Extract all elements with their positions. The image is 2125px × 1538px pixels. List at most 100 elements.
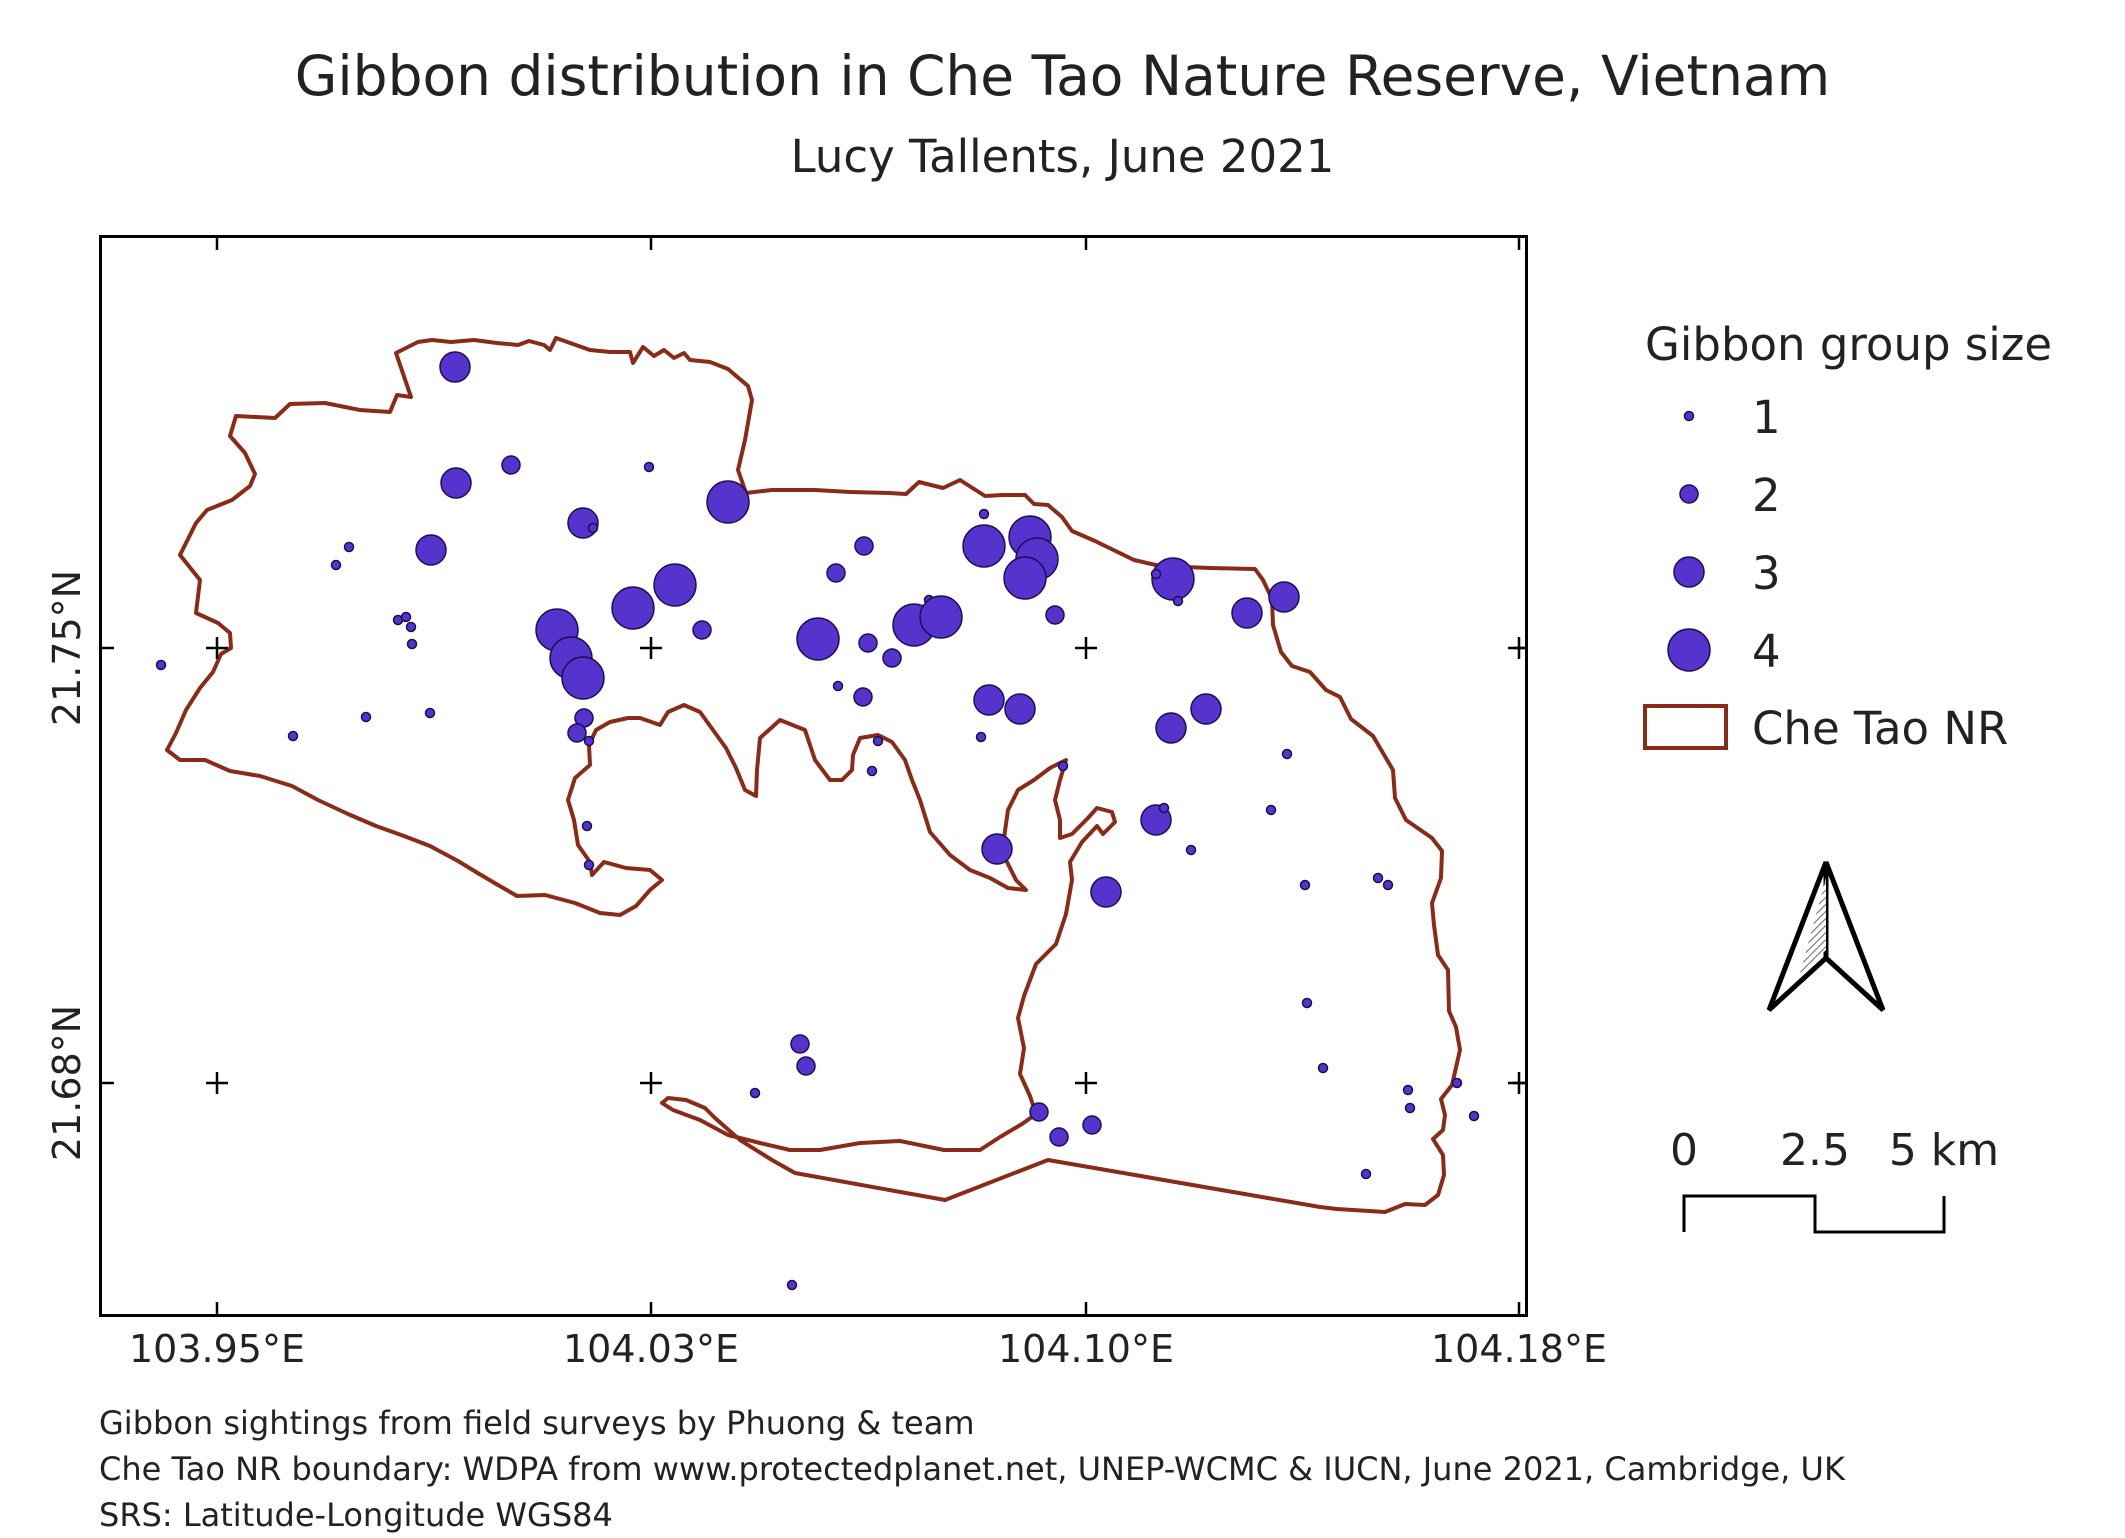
gibbon-sighting-point bbox=[786, 1279, 798, 1291]
scale-label-0: 0 bbox=[1670, 1125, 1698, 1176]
gibbon-sighting-point bbox=[1360, 1168, 1372, 1180]
gibbon-sighting-point bbox=[611, 586, 655, 630]
legend-label-size-4: 4 bbox=[1752, 625, 1781, 678]
legend-symbol-size-1 bbox=[1683, 410, 1695, 422]
gibbon-sighting-point bbox=[1372, 872, 1384, 884]
graticule-cross bbox=[1075, 1072, 1097, 1094]
gibbon-sighting-point bbox=[583, 859, 595, 871]
gibbon-sighting-point bbox=[1158, 802, 1170, 814]
graticule-cross bbox=[1075, 637, 1097, 659]
gibbon-sighting-point bbox=[581, 820, 593, 832]
map-subtitle: Lucy Tallents, June 2021 bbox=[790, 130, 1335, 183]
gibbon-sighting-point bbox=[981, 833, 1013, 865]
gibbon-sighting-point bbox=[155, 659, 167, 671]
legend: Gibbon group size 1 2 3 4 Che Tao NR bbox=[1643, 318, 2052, 755]
gibbon-sighting-point bbox=[1082, 1115, 1102, 1135]
gibbon-sighting-point bbox=[1155, 712, 1187, 744]
map-title: Gibbon distribution in Che Tao Nature Re… bbox=[294, 44, 1831, 108]
latitude-labels: 21.75°N 21.68°N bbox=[45, 570, 89, 1161]
gibbon-sighting-point bbox=[1003, 556, 1047, 600]
north-arrow-icon bbox=[1766, 861, 1886, 1012]
gibbon-sighting-point bbox=[1281, 748, 1293, 760]
graticule-cross bbox=[206, 1072, 228, 1094]
gibbon-sighting-point bbox=[1402, 1084, 1414, 1096]
scale-label-2-5: 2.5 bbox=[1780, 1125, 1850, 1176]
gibbon-sighting-point bbox=[1451, 1077, 1463, 1089]
gibbon-sighting-point bbox=[1185, 844, 1197, 856]
gibbon-sighting-point bbox=[962, 524, 1006, 568]
boundary-layer bbox=[165, 336, 1462, 1214]
credit-line-sightings: Gibbon sightings from field surveys by P… bbox=[99, 1404, 975, 1442]
graticule-cross bbox=[640, 637, 662, 659]
gibbon-sighting-point bbox=[440, 467, 472, 499]
lat-label: 21.75°N bbox=[45, 570, 89, 726]
gibbon-sighting-point bbox=[360, 711, 372, 723]
gibbon-sighting-point bbox=[692, 620, 712, 640]
gibbon-sighting-point bbox=[858, 633, 878, 653]
gibbon-sighting-point bbox=[854, 536, 874, 556]
credit-line-boundary-source: Che Tao NR boundary: WDPA from www.prote… bbox=[99, 1450, 1845, 1488]
gibbon-sighting-point bbox=[882, 648, 902, 668]
gibbon-sighting-point bbox=[853, 687, 873, 707]
legend-symbol-size-2 bbox=[1679, 484, 1699, 504]
gibbon-sighting-point bbox=[1190, 693, 1222, 725]
gibbon-sighting-point bbox=[415, 534, 447, 566]
gibbon-sighting-point bbox=[796, 1056, 816, 1076]
gibbon-sighting-point bbox=[1172, 595, 1184, 607]
lon-label: 103.95°E bbox=[129, 1327, 305, 1371]
gibbon-sighting-point bbox=[872, 735, 884, 747]
credit-line-srs: SRS: Latitude-Longitude WGS84 bbox=[99, 1496, 613, 1534]
gibbon-sighting-point bbox=[796, 617, 840, 661]
lon-label: 104.03°E bbox=[563, 1327, 739, 1371]
gibbon-sighting-point bbox=[866, 765, 878, 777]
longitude-labels: 103.95°E 104.03°E 104.10°E 104.18°E bbox=[129, 1327, 1607, 1371]
lon-label: 104.18°E bbox=[1431, 1327, 1607, 1371]
legend-symbol-size-3 bbox=[1673, 556, 1705, 588]
legend-title: Gibbon group size bbox=[1645, 318, 2052, 371]
gibbon-sighting-point bbox=[1090, 876, 1122, 908]
gibbon-sighting-point bbox=[790, 1034, 810, 1054]
gibbon-sighting-point bbox=[1299, 879, 1311, 891]
gibbon-sighting-point bbox=[1045, 605, 1065, 625]
gibbon-sighting-point bbox=[1404, 1102, 1416, 1114]
gibbon-sighting-point bbox=[643, 461, 655, 473]
frame-ticks bbox=[99, 235, 1528, 1317]
gibbon-sighting-point bbox=[832, 680, 844, 692]
scale-bar: 0 2.5 5 km bbox=[1670, 1125, 1999, 1234]
legend-symbol-size-4 bbox=[1667, 628, 1711, 672]
gibbon-sighting-point bbox=[400, 611, 412, 623]
gibbon-sighting-point bbox=[653, 563, 697, 607]
gibbon-sighting-point bbox=[406, 638, 418, 650]
gibbon-sighting-point bbox=[826, 563, 846, 583]
gibbon-sighting-point bbox=[975, 731, 987, 743]
gibbon-sighting-point bbox=[424, 707, 436, 719]
gibbon-sighting-point bbox=[1265, 804, 1277, 816]
lon-label: 104.10°E bbox=[998, 1327, 1174, 1371]
gibbon-sighting-point bbox=[330, 559, 342, 571]
gibbon-sighting-point bbox=[583, 735, 595, 747]
gibbon-sighting-point bbox=[749, 1087, 761, 1099]
gibbon-sighting-point bbox=[1029, 1102, 1049, 1122]
gibbon-sighting-point bbox=[1049, 1127, 1069, 1147]
gibbon-sighting-point bbox=[1231, 597, 1263, 629]
legend-label-size-3: 3 bbox=[1752, 547, 1781, 600]
gibbon-sighting-point bbox=[343, 541, 355, 553]
gibbon-sighting-point bbox=[1317, 1062, 1329, 1074]
gibbon-sighting-point bbox=[439, 351, 471, 383]
map-frame[interactable] bbox=[99, 235, 1528, 1317]
gibbon-sighting-point bbox=[587, 522, 599, 534]
che-tao-boundary bbox=[165, 336, 1462, 1214]
gibbon-sighting-point bbox=[973, 684, 1005, 716]
legend-boundary-symbol bbox=[1643, 704, 1728, 750]
gibbon-sighting-point bbox=[1268, 581, 1300, 613]
gibbon-sighting-point bbox=[567, 723, 587, 743]
graticule-cross bbox=[206, 637, 228, 659]
gibbon-sighting-point bbox=[978, 508, 990, 520]
gibbon-sighting-point bbox=[1468, 1110, 1480, 1122]
scale-label-5km: 5 km bbox=[1889, 1125, 1999, 1176]
graticule-cross bbox=[640, 1072, 662, 1094]
gibbon-sightings-layer bbox=[155, 351, 1480, 1291]
gibbon-sighting-point bbox=[287, 730, 299, 742]
gibbon-sighting-point bbox=[706, 480, 750, 524]
